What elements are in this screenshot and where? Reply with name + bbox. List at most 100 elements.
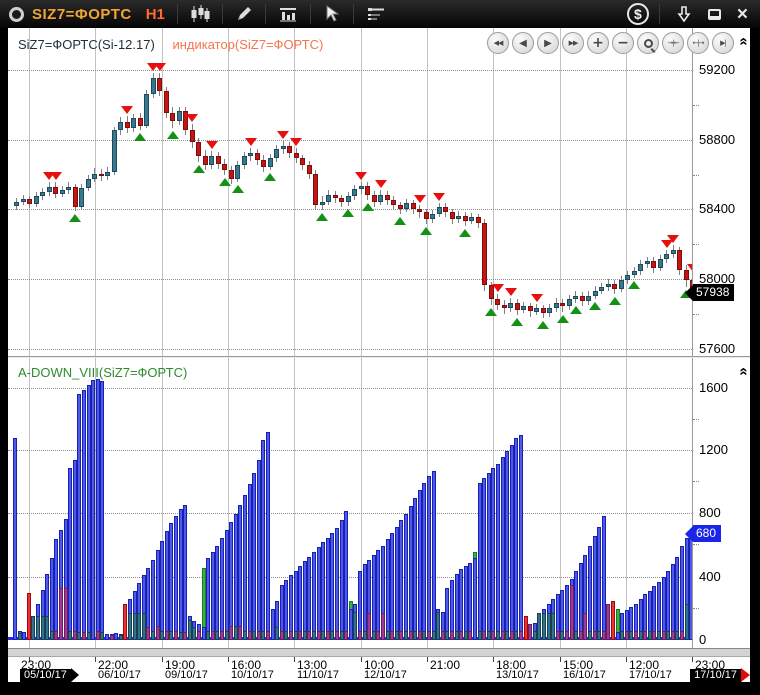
indicator-bar bbox=[224, 529, 229, 640]
indicator-bar bbox=[243, 630, 247, 640]
indicator-bar bbox=[367, 613, 372, 640]
candle bbox=[586, 295, 591, 302]
vertical-gridline bbox=[161, 358, 163, 648]
indicator-bar bbox=[298, 630, 303, 640]
scroll-right-fast-button[interactable]: ▶▶ bbox=[562, 32, 584, 54]
candle bbox=[469, 217, 474, 221]
time-axis[interactable]: 23:00 05/10/17 22:00 06/10/17 19:00 09/10/17 1… bbox=[8, 657, 750, 682]
indicator-bar bbox=[394, 526, 399, 640]
indicator-axis[interactable]: 680 1600 1200 800 400 0 bbox=[685, 358, 750, 648]
indicator-bar bbox=[68, 468, 73, 640]
indicator-bar bbox=[123, 603, 128, 640]
go-to-end-button[interactable]: ▶| bbox=[712, 32, 734, 54]
indicator-bar bbox=[164, 630, 169, 640]
scroll-left-button[interactable]: ◀ bbox=[512, 32, 534, 54]
vertical-gridline bbox=[227, 358, 229, 648]
indicator-bar bbox=[344, 510, 349, 640]
price-axis-label: 58000 bbox=[699, 271, 736, 286]
arrow-down-button[interactable] bbox=[670, 3, 698, 25]
vertical-gridline bbox=[426, 28, 428, 356]
indicator-bar bbox=[178, 509, 183, 640]
signal-marker-up-icon bbox=[485, 307, 497, 316]
zoom-area-button[interactable] bbox=[637, 32, 659, 54]
price-axis[interactable]: 57938 59200 58800 58400 58000 57600 bbox=[685, 28, 750, 356]
indicator-bar bbox=[408, 630, 413, 640]
indicator-bar bbox=[215, 630, 220, 640]
candle bbox=[222, 164, 227, 171]
badge-arrow-right-icon bbox=[741, 668, 750, 682]
horizontal-gridline bbox=[8, 388, 692, 389]
zoom-out-button[interactable]: − bbox=[612, 32, 634, 54]
scroll-left-fast-button[interactable]: ◀◀ bbox=[487, 32, 509, 54]
indicator-axis-label: 1200 bbox=[699, 442, 728, 457]
candle bbox=[430, 213, 435, 220]
indicator-bar bbox=[335, 528, 339, 640]
candle bbox=[189, 130, 195, 143]
indicator-bar bbox=[546, 613, 551, 640]
expand-bars-button[interactable]: ←|→ bbox=[687, 32, 709, 54]
indicator-bar bbox=[114, 632, 119, 640]
chart-type-candles-button[interactable] bbox=[184, 3, 216, 25]
panel-divider[interactable] bbox=[8, 356, 750, 358]
minor-tick bbox=[693, 419, 699, 420]
indicator-bar bbox=[638, 630, 643, 640]
minor-tick bbox=[693, 314, 699, 315]
candle bbox=[248, 152, 253, 157]
indicator-bar bbox=[431, 471, 436, 640]
signal-marker-up-icon bbox=[608, 297, 621, 306]
time-label: 22:00 bbox=[98, 658, 129, 672]
draw-pencil-button[interactable] bbox=[229, 3, 259, 25]
horizontal-scroll-strip[interactable] bbox=[8, 648, 750, 657]
indicator-bar bbox=[151, 630, 155, 640]
minimize-button[interactable] bbox=[702, 7, 727, 22]
indicator-bar bbox=[427, 630, 431, 640]
candle bbox=[540, 308, 546, 314]
signal-marker-down-icon bbox=[530, 293, 543, 302]
signal-marker-up-icon bbox=[192, 164, 205, 173]
candle bbox=[391, 199, 396, 206]
indicator-chart-button[interactable] bbox=[272, 3, 304, 25]
candle bbox=[98, 173, 104, 177]
price-plot[interactable] bbox=[8, 28, 692, 356]
vertical-gridline bbox=[625, 28, 627, 356]
indicator-bar bbox=[325, 630, 330, 640]
levels-button[interactable] bbox=[360, 3, 392, 25]
indicator-bar bbox=[436, 611, 441, 640]
indicator-bar bbox=[413, 498, 418, 640]
collapse-indicator-panel-icon[interactable]: « bbox=[735, 367, 750, 375]
indicator-bar bbox=[629, 630, 634, 640]
zoom-in-button[interactable]: + bbox=[587, 32, 609, 54]
indicator-bar bbox=[362, 564, 367, 640]
close-button[interactable]: × bbox=[731, 3, 754, 26]
indicator-bar bbox=[77, 632, 82, 640]
scroll-right-button[interactable]: ▶ bbox=[537, 32, 559, 54]
divider bbox=[264, 4, 266, 24]
indicator-bar bbox=[275, 627, 280, 640]
candle bbox=[66, 186, 71, 191]
indicator-bar bbox=[583, 613, 588, 640]
indicator-bar bbox=[224, 630, 229, 640]
indicator-bar bbox=[141, 613, 146, 640]
indicator-bar bbox=[321, 542, 326, 640]
indicator-bar bbox=[26, 592, 31, 640]
indicator-bar bbox=[321, 630, 326, 640]
cursor-button[interactable] bbox=[317, 3, 347, 25]
indicator-bar bbox=[54, 539, 59, 640]
date-badge: 17/10/17 bbox=[690, 668, 750, 682]
minor-tick bbox=[693, 481, 699, 482]
collapse-price-panel-icon[interactable]: « bbox=[735, 37, 750, 45]
indicator-bar bbox=[634, 630, 638, 640]
price-panel: 57938 59200 58800 58400 58000 57600 SiZ7=ФОР… bbox=[8, 28, 750, 356]
horizontal-gridline bbox=[8, 70, 692, 71]
time-tick bbox=[692, 657, 693, 662]
signal-marker-down-icon bbox=[686, 264, 692, 273]
indicator-bar bbox=[597, 526, 602, 640]
indicator-bar bbox=[643, 630, 648, 640]
compress-bars-button[interactable]: →|← bbox=[662, 32, 684, 54]
indicator-plot[interactable] bbox=[8, 358, 692, 648]
indicator-bar bbox=[289, 630, 293, 640]
indicator-bar bbox=[523, 616, 528, 640]
signal-marker-down-icon bbox=[355, 171, 367, 180]
dollar-icon[interactable]: $ bbox=[626, 3, 649, 25]
indicator-bar bbox=[413, 630, 418, 640]
